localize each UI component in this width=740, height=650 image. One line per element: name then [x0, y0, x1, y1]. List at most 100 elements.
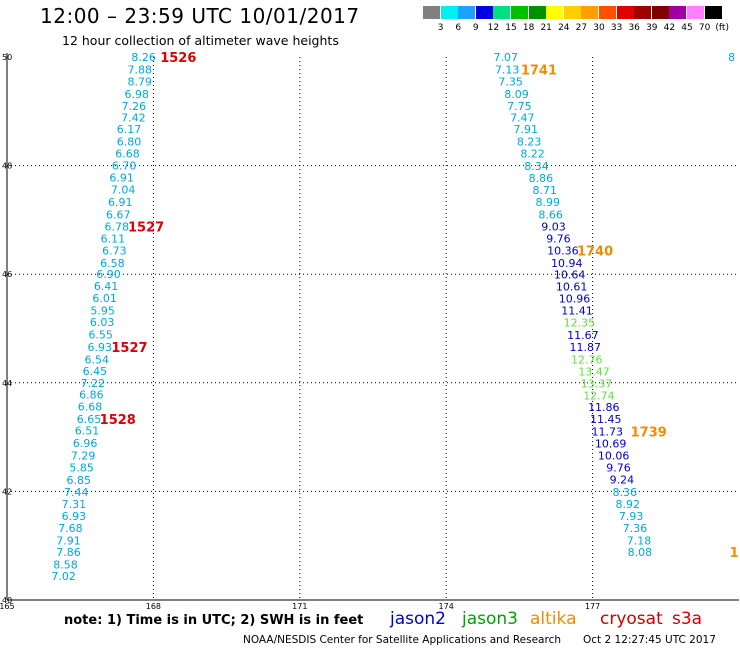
wave-height-value: 7.36 [623, 522, 648, 535]
page-title: 12:00 – 23:59 UTC 10/01/2017 [40, 4, 360, 28]
wave-height-value: 8.92 [615, 498, 640, 511]
wave-height-value: 10.96 [559, 293, 591, 306]
credit-text: NOAA/NESDIS Center for Satellite Applica… [243, 634, 561, 646]
wave-height-value: 6.73 [102, 244, 127, 257]
color-scale-unit: (ft) [715, 23, 729, 33]
wave-height-value: 7.75 [507, 100, 532, 113]
pass-time-label: 1 [730, 546, 739, 561]
color-swatch [581, 6, 599, 19]
wave-height-value: 6.68 [115, 148, 140, 161]
wave-height-value: 8.36 [613, 486, 638, 499]
wave-height-value: 7.35 [498, 75, 523, 88]
color-swatch [493, 6, 511, 19]
wave-height-value: 8.22 [520, 148, 545, 161]
wave-height-value: 10.64 [554, 269, 586, 282]
wave-height-value: 7.91 [56, 534, 81, 547]
wave-height-value: 6.03 [90, 316, 115, 329]
wave-height-value: 11.86 [588, 401, 620, 414]
wave-height-value: 7.26 [122, 100, 147, 113]
wave-height-value: 6.90 [96, 268, 121, 281]
wave-height-value: 6.68 [78, 401, 103, 414]
wave-height-value: 12.35 [564, 317, 596, 330]
wave-height-value: 6.70 [112, 160, 137, 173]
wave-height-value: 7.44 [64, 486, 89, 499]
wave-height-value: 7.18 [627, 534, 652, 547]
wave-height-value: 6.85 [66, 474, 91, 487]
wave-height-value: 7.02 [51, 570, 76, 583]
wave-height-value: 10.61 [556, 281, 588, 294]
y-tick-label: 46 [2, 270, 12, 279]
wave-height-value: 8.08 [628, 546, 653, 559]
wave-height-value: 6.91 [109, 172, 134, 185]
x-tick-label: 165 [0, 602, 15, 610]
color-swatch [704, 6, 722, 19]
color-scale-label: 30 [593, 23, 605, 33]
wave-height-value: 7.13 [495, 63, 520, 76]
wave-height-value: 8.66 [538, 208, 563, 221]
wave-height-value: 13.47 [578, 365, 610, 378]
y-tick-label: 50 [2, 53, 12, 62]
wave-height-value: 6.91 [108, 196, 133, 209]
color-swatch [511, 6, 528, 19]
color-scale-label: 15 [505, 23, 517, 33]
color-swatch [528, 6, 546, 19]
color-swatch [440, 6, 458, 19]
color-scale-label: 33 [610, 23, 623, 33]
wave-height-value: 6.51 [75, 425, 100, 438]
wave-height-value: 10.94 [551, 257, 583, 270]
wave-height-value: 8.99 [535, 196, 560, 209]
x-tick-label: 168 [146, 602, 161, 610]
wave-height-value: 7.07 [493, 51, 518, 64]
color-scale-label: 70 [698, 23, 711, 33]
color-scale-label: 21 [540, 23, 552, 33]
wave-height-value: 6.93 [62, 510, 87, 523]
wave-height-value: 8.71 [533, 184, 558, 197]
pass-time-label: 1740 [577, 244, 613, 259]
wave-height-value: 12.76 [571, 353, 603, 366]
color-scale-label: 24 [558, 23, 570, 33]
wave-height-value: 7.04 [111, 183, 136, 196]
wave-height-value: 7.29 [71, 450, 96, 463]
wave-height-value: 11.73 [591, 426, 623, 439]
wave-height-value: 6.55 [88, 328, 113, 341]
y-tick-label: 48 [2, 162, 12, 171]
wave-height-value: 6.11 [101, 232, 126, 245]
wave-height-value: 6.98 [125, 88, 150, 101]
wave-height-value: 11.67 [567, 329, 599, 342]
wave-height-value: 8.26 [131, 51, 156, 64]
y-tick-label: 40 [2, 596, 12, 605]
footer-note: note: 1) Time is in UTC; 2) SWH is in fe… [64, 613, 364, 628]
color-swatch [546, 6, 564, 19]
wave-height-value: 7.68 [58, 522, 83, 535]
timestamp: Oct 2 12:27:45 UTC 2017 [583, 634, 716, 646]
wave-height-value: 6.65 [77, 413, 102, 426]
wave-height-value: 7.86 [56, 546, 81, 559]
wave-height-value: 6.93 [87, 341, 112, 354]
color-scale-label: 39 [646, 23, 658, 33]
color-swatch [616, 6, 634, 19]
legend-jason2: jason2 [390, 609, 446, 629]
wave-height-value: 7.22 [81, 377, 106, 390]
wave-height-value: 8 [728, 51, 735, 64]
color-swatch [599, 6, 616, 19]
wave-height-value: 9.76 [606, 462, 631, 475]
color-swatch [634, 6, 652, 19]
color-scale-label: 12 [487, 23, 500, 33]
wave-height-value: 6.78 [105, 220, 130, 233]
color-swatch [475, 6, 493, 19]
wave-height-value: 5.85 [69, 462, 94, 475]
legend-jason3: jason3 [462, 609, 518, 629]
y-tick-label: 44 [2, 379, 12, 388]
wave-height-value: 7.42 [121, 111, 146, 124]
legend-s3a: s3a [672, 609, 703, 629]
wave-height-value: 7.91 [513, 123, 538, 136]
wave-height-value: 8.58 [53, 559, 78, 572]
wave-height-value: 10.06 [598, 450, 630, 463]
color-swatch [651, 6, 669, 19]
pass-time-label: 1741 [521, 63, 557, 78]
wave-height-value: 11.45 [590, 413, 622, 426]
wave-height-value: 11.87 [570, 341, 602, 354]
color-scale-label: 9 [472, 23, 479, 33]
wave-height-value: 7.31 [62, 498, 87, 511]
wave-height-value: 6.96 [73, 437, 98, 450]
